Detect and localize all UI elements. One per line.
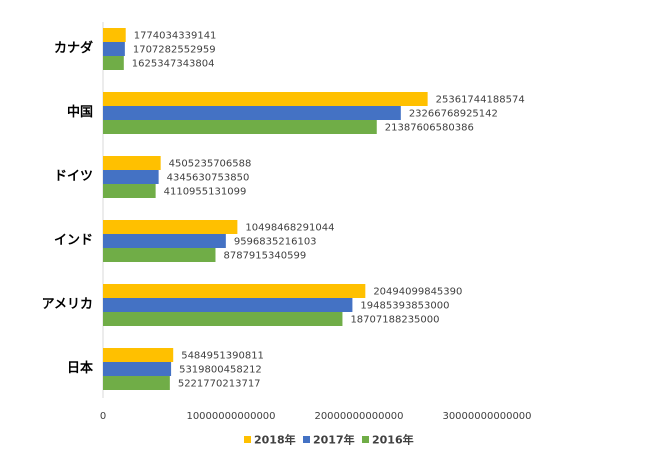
data-label: 1774034339141 [134,31,217,42]
category-label: インド [54,233,93,248]
data-label: 25361744188574 [436,95,525,106]
data-label: 8787915340599 [223,251,306,262]
legend-swatch [362,436,369,443]
x-tick-label: 10000000000000 [186,411,275,422]
data-labels-layer: 1774034339141 1707282552959 1625347343804 2… [132,31,525,390]
bar [103,312,343,326]
legend-swatch [244,436,251,443]
bar [103,376,170,390]
bar [103,184,156,198]
bar [103,248,216,262]
data-label: 10498468291044 [245,223,334,234]
bar [103,56,124,70]
category-label: アメリカ [42,297,93,312]
data-label: 5319800458212 [179,365,262,376]
data-label: 1625347343804 [132,59,215,70]
data-label: 5484951390811 [181,351,264,362]
category-label: カナダ [54,40,93,56]
legend-swatch [303,436,310,443]
data-label: 4505235706588 [169,159,252,170]
data-label: 20494099845390 [373,287,462,298]
data-label: 18707188235000 [350,315,439,326]
bar [103,120,377,134]
bar [103,298,353,312]
legend-label: 2018年 [254,433,296,447]
bar [103,28,126,42]
bar [103,156,161,170]
bar [103,92,428,106]
bar [103,220,238,234]
category-label: 日本 [67,360,93,376]
bar [103,284,366,298]
x-tick-label: 0 [100,411,106,422]
bar [103,106,401,120]
data-label: 4345630753850 [167,173,250,184]
data-label: 4110955131099 [164,187,247,198]
data-label: 21387606580386 [385,123,474,134]
x-tick-label: 30000000000000 [442,411,531,422]
data-label: 19485393853000 [360,301,449,312]
bar [103,234,226,248]
bar [103,348,174,362]
legend-label: 2017年 [313,433,355,447]
category-label: ドイツ [54,169,93,184]
x-tick-label: 20000000000000 [314,411,403,422]
data-label: 5221770213717 [178,379,261,390]
bar [103,42,125,56]
data-label: 23266768925142 [409,109,498,120]
category-label: 中国 [67,104,93,120]
legend: 2018年 2017年 2016年 [244,433,414,447]
bar [103,170,159,184]
bars-layer [103,28,428,390]
legend-label: 2016年 [372,433,414,447]
x-axis-ticks: 0 10000000000000 20000000000000 30000000000… [100,411,532,422]
data-label: 9596835216103 [234,237,317,248]
data-label: 1707282552959 [133,45,216,56]
bar [103,362,172,376]
